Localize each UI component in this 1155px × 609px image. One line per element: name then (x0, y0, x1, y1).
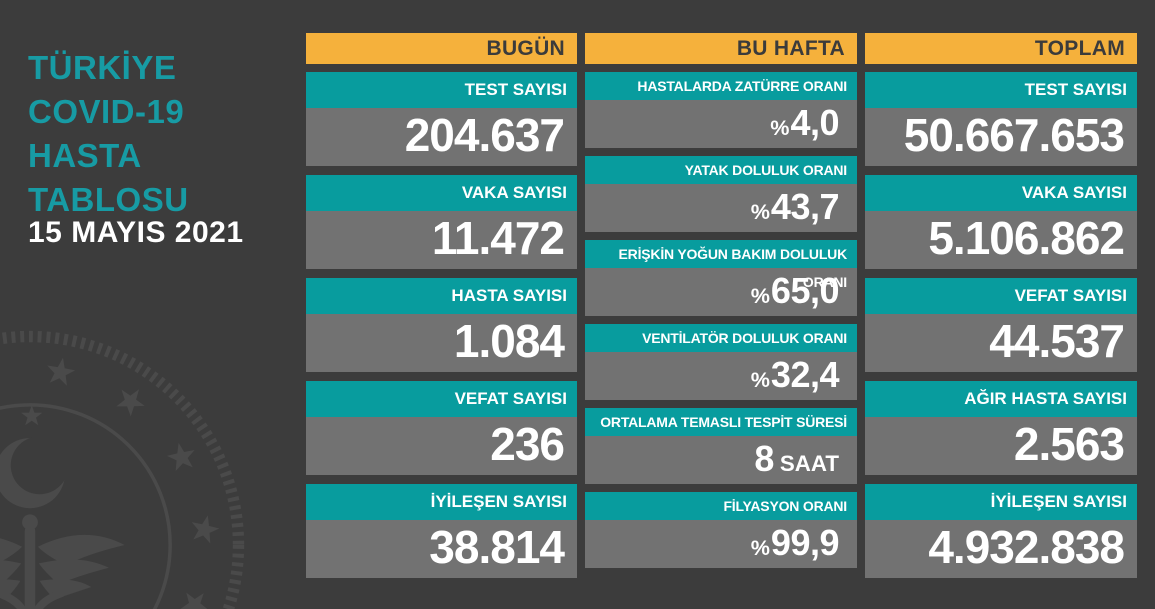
stat-value-number: 8 (754, 438, 774, 479)
stat-value: 204.637 (306, 108, 577, 166)
stat-value-prefix: % (750, 535, 770, 560)
page-title: TÜRKİYE COVID-19 HASTA TABLOSU (28, 46, 189, 222)
stat-box: VAKA SAYISI 5.106.862 (865, 175, 1137, 269)
stat-box: İYİLEŞEN SAYISI 4.932.838 (865, 484, 1137, 578)
page-title-line: TÜRKİYE (28, 49, 177, 87)
stat-value-number: 43,7 (770, 186, 840, 227)
stat-value: 8 SAAT (585, 436, 857, 484)
stat-value: 44.537 (865, 314, 1137, 372)
report-date: 15 MAYIS 2021 (28, 216, 244, 249)
stat-value: %99,9 (585, 520, 857, 568)
stat-value: 2.563 (865, 417, 1137, 475)
stat-value: 11.472 (306, 211, 577, 269)
stat-box: İYİLEŞEN SAYISI 38.814 (306, 484, 577, 578)
stat-value-number: 236 (490, 418, 565, 470)
stat-label: TEST SAYISI (865, 72, 1137, 108)
stat-value-number: 50.667.653 (903, 109, 1125, 161)
stat-value-number: 5.106.862 (928, 212, 1125, 264)
stat-value: 1.084 (306, 314, 577, 372)
stats-grid: BUGÜN TEST SAYISI 204.637 VAKA SAYISI 11… (306, 33, 1137, 578)
stat-value-number: 2.563 (1013, 418, 1125, 470)
stat-label: VAKA SAYISI (865, 175, 1137, 211)
stat-label: İYİLEŞEN SAYISI (865, 484, 1137, 520)
column-header: TOPLAM (865, 33, 1137, 64)
stat-label: ORTALAMA TEMASLI TESPİT SÜRESİ (585, 408, 857, 436)
stat-label: İYİLEŞEN SAYISI (306, 484, 577, 520)
stat-value: 4.932.838 (865, 520, 1137, 578)
stat-label: VEFAT SAYISI (306, 381, 577, 417)
stat-label: AĞIR HASTA SAYISI (865, 381, 1137, 417)
stat-value-number: 65,0 (770, 270, 840, 311)
column-boxes: HASTALARDA ZATÜRRE ORANI %4,0 YATAK DOLU… (585, 72, 857, 568)
stat-value-number: 4,0 (790, 102, 839, 143)
page-title-line: COVID-19 (28, 93, 185, 131)
stat-value-prefix: % (750, 199, 770, 224)
stat-value: %32,4 (585, 352, 857, 400)
stat-box: TEST SAYISI 50.667.653 (865, 72, 1137, 166)
stat-value: 50.667.653 (865, 108, 1137, 166)
stat-value-prefix: % (750, 367, 770, 392)
stats-column: BUGÜN TEST SAYISI 204.637 VAKA SAYISI 11… (306, 33, 577, 578)
stat-label: VAKA SAYISI (306, 175, 577, 211)
stat-label: VEFAT SAYISI (865, 278, 1137, 314)
stat-value-prefix: % (770, 115, 790, 140)
stat-label: VENTİLATÖR DOLULUK ORANI (585, 324, 857, 352)
stat-value-number: 11.472 (431, 212, 565, 264)
stat-label: HASTA SAYISI (306, 278, 577, 314)
stat-box: FİLYASYON ORANI %99,9 (585, 492, 857, 568)
column-boxes: TEST SAYISI 204.637 VAKA SAYISI 11.472 H… (306, 72, 577, 578)
stat-value: %65,0 (585, 268, 857, 316)
stat-box: HASTALARDA ZATÜRRE ORANI %4,0 (585, 72, 857, 148)
stat-label: ERİŞKİN YOĞUN BAKIM DOLULUK ORANI (585, 240, 857, 290)
stat-value-prefix: % (750, 283, 770, 308)
stat-label: FİLYASYON ORANI (585, 492, 857, 520)
stat-label: TEST SAYISI (306, 72, 577, 108)
stat-box: ERİŞKİN YOĞUN BAKIM DOLULUK ORANI %65,0 (585, 240, 857, 316)
stat-label: HASTALARDA ZATÜRRE ORANI (585, 72, 857, 100)
stat-box: AĞIR HASTA SAYISI 2.563 (865, 381, 1137, 475)
stat-value-number: 99,9 (770, 522, 840, 563)
stat-box: ORTALAMA TEMASLI TESPİT SÜRESİ 8 SAAT (585, 408, 857, 484)
column-header: BUGÜN (306, 33, 577, 64)
stats-column: BU HAFTA HASTALARDA ZATÜRRE ORANI %4,0 Y… (585, 33, 857, 578)
stat-label: YATAK DOLULUK ORANI (585, 156, 857, 184)
stat-box: VEFAT SAYISI 236 (306, 381, 577, 475)
column-header: BU HAFTA (585, 33, 857, 64)
stat-value-number: 204.637 (404, 109, 565, 161)
stat-box: HASTA SAYISI 1.084 (306, 278, 577, 372)
stat-box: VENTİLATÖR DOLULUK ORANI %32,4 (585, 324, 857, 400)
stat-value-number: 4.932.838 (928, 521, 1125, 573)
stat-box: TEST SAYISI 204.637 (306, 72, 577, 166)
sidebar: TÜRKİYE COVID-19 HASTA TABLOSU 15 MAYIS … (0, 0, 306, 609)
stat-value-number: 32,4 (770, 354, 840, 395)
stat-box: VAKA SAYISI 11.472 (306, 175, 577, 269)
stat-value: %43,7 (585, 184, 857, 232)
stat-value: 38.814 (306, 520, 577, 578)
stat-value-unit: SAAT (779, 451, 839, 476)
stat-value-number: 44.537 (989, 315, 1125, 367)
stat-value-number: 1.084 (453, 315, 565, 367)
stat-value-number: 38.814 (429, 521, 565, 573)
stats-column: TOPLAM TEST SAYISI 50.667.653 VAKA SAYIS… (865, 33, 1137, 578)
ministry-of-health-emblem-icon (0, 330, 245, 609)
stat-box: YATAK DOLULUK ORANI %43,7 (585, 156, 857, 232)
stat-value: %4,0 (585, 100, 857, 148)
stat-value: 236 (306, 417, 577, 475)
stat-value: 5.106.862 (865, 211, 1137, 269)
page-title-line: HASTA (28, 137, 142, 175)
stat-box: VEFAT SAYISI 44.537 (865, 278, 1137, 372)
column-boxes: TEST SAYISI 50.667.653 VAKA SAYISI 5.106… (865, 72, 1137, 578)
page-title-line: TABLOSU (28, 181, 189, 219)
